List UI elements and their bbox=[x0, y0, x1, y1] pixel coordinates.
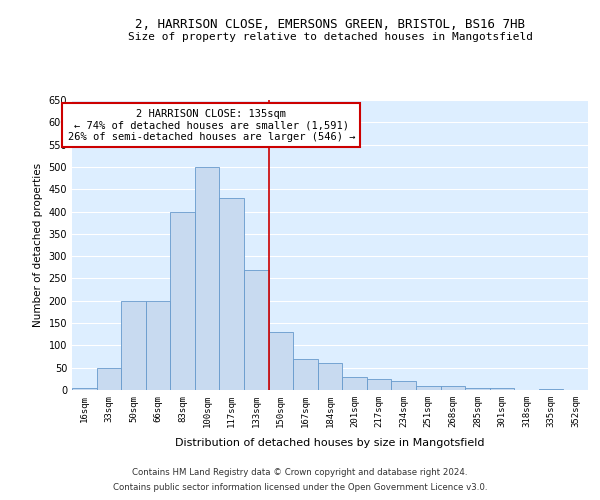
Bar bbox=[97, 368, 121, 390]
Bar bbox=[121, 301, 146, 390]
Bar bbox=[367, 379, 391, 390]
Bar bbox=[220, 198, 244, 390]
Bar bbox=[269, 332, 293, 390]
Bar bbox=[465, 388, 490, 390]
Bar bbox=[440, 386, 465, 390]
Bar bbox=[539, 388, 563, 390]
Text: Distribution of detached houses by size in Mangotsfield: Distribution of detached houses by size … bbox=[175, 438, 485, 448]
Bar bbox=[342, 376, 367, 390]
Bar bbox=[170, 212, 195, 390]
Bar bbox=[72, 388, 97, 390]
Bar bbox=[416, 386, 440, 390]
Bar bbox=[391, 381, 416, 390]
Text: 2 HARRISON CLOSE: 135sqm
← 74% of detached houses are smaller (1,591)
26% of sem: 2 HARRISON CLOSE: 135sqm ← 74% of detach… bbox=[68, 108, 355, 142]
Text: Size of property relative to detached houses in Mangotsfield: Size of property relative to detached ho… bbox=[128, 32, 533, 42]
Bar bbox=[195, 167, 220, 390]
Bar bbox=[146, 301, 170, 390]
Bar bbox=[293, 359, 318, 390]
Bar bbox=[490, 388, 514, 390]
Bar bbox=[244, 270, 269, 390]
Text: 2, HARRISON CLOSE, EMERSONS GREEN, BRISTOL, BS16 7HB: 2, HARRISON CLOSE, EMERSONS GREEN, BRIST… bbox=[135, 18, 525, 30]
Y-axis label: Number of detached properties: Number of detached properties bbox=[33, 163, 43, 327]
Bar bbox=[318, 363, 342, 390]
Text: Contains HM Land Registry data © Crown copyright and database right 2024.: Contains HM Land Registry data © Crown c… bbox=[132, 468, 468, 477]
Text: Contains public sector information licensed under the Open Government Licence v3: Contains public sector information licen… bbox=[113, 483, 487, 492]
